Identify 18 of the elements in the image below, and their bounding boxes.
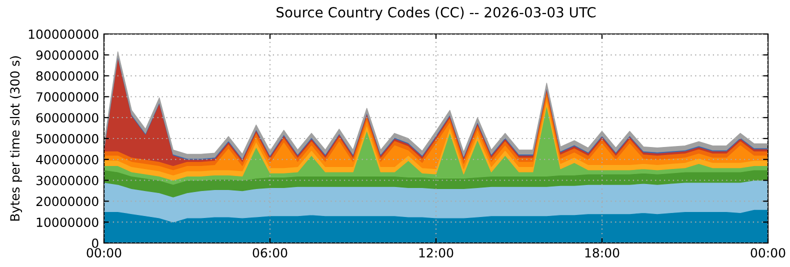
y-tick-label: 100000000 xyxy=(28,29,98,39)
y-tick-label: 80000000 xyxy=(36,71,98,81)
x-tick-label: 18:00 xyxy=(585,248,620,258)
x-tick-label: 00:00 xyxy=(750,248,786,258)
y-tick-label: 30000000 xyxy=(36,176,98,186)
y-tick-label: 10000000 xyxy=(36,218,98,228)
y-tick-label: 60000000 xyxy=(36,113,98,123)
chart-title: Source Country Codes (CC) -- 2026-03-03 UTC xyxy=(276,6,596,20)
x-tick-label: 00:00 xyxy=(86,248,122,258)
x-tick-label: 06:00 xyxy=(252,248,288,258)
y-tick-label: 40000000 xyxy=(36,154,98,164)
y-axis-title: Bytes per time slot (300 s) xyxy=(10,56,22,221)
y-tick-label: 0 xyxy=(92,238,98,248)
y-tick-label: 90000000 xyxy=(36,50,98,60)
y-tick-label: 70000000 xyxy=(36,92,98,102)
y-tick-label: 50000000 xyxy=(36,134,98,144)
x-tick-label: 12:00 xyxy=(419,248,454,258)
y-tick-label: 20000000 xyxy=(36,196,98,206)
